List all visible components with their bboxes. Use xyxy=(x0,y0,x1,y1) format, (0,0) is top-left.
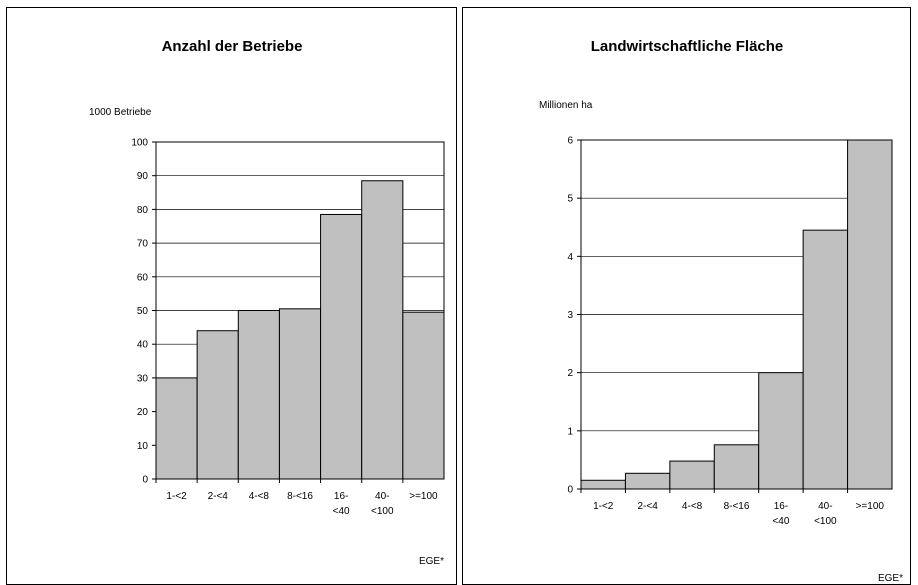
bar xyxy=(669,460,715,490)
bar xyxy=(402,311,445,480)
x-tick-label: 8-<16 xyxy=(724,501,750,512)
y-tick-label: 3 xyxy=(567,310,573,321)
y-tick-label: 10 xyxy=(137,441,149,452)
y-tick-label: 70 xyxy=(137,239,149,250)
bar xyxy=(361,180,404,480)
bar xyxy=(237,310,280,480)
y-tick-label: 100 xyxy=(131,138,148,149)
x-tick-label: 40- xyxy=(375,491,389,502)
x-axis-label: EGE* xyxy=(878,573,903,584)
x-tick-label: >=100 xyxy=(856,501,885,512)
y-tick-label: 4 xyxy=(567,252,573,263)
y-tick-label: 0 xyxy=(567,485,573,496)
x-tick-label: <100 xyxy=(371,506,394,517)
x-tick-label: 4-<8 xyxy=(249,491,270,502)
plot-frame xyxy=(155,141,445,480)
bar xyxy=(580,479,626,490)
x-tick-label: 4-<8 xyxy=(682,501,703,512)
chart-panel-betriebe: Anzahl der Betriebe 1000 Betriebe EGE* 0… xyxy=(6,7,457,585)
x-tick-label: 8-<16 xyxy=(287,491,313,502)
bar xyxy=(624,472,671,490)
bar xyxy=(155,377,198,480)
y-axis-label: Millionen ha xyxy=(539,100,593,111)
x-tick-label: 16- xyxy=(334,491,348,502)
x-axis-label: EGE* xyxy=(419,556,444,567)
bar xyxy=(758,372,804,490)
y-tick-label: 20 xyxy=(137,407,149,418)
bar xyxy=(847,139,893,490)
y-axis-label: 1000 Betriebe xyxy=(89,107,152,118)
x-tick-label: 1-<2 xyxy=(166,491,187,502)
y-tick-label: 6 xyxy=(567,136,573,147)
chart-betriebe-svg: Anzahl der Betriebe 1000 Betriebe EGE* 0… xyxy=(89,38,445,567)
chart-flaeche-svg: Landwirtschaftliche Fläche Millionen ha … xyxy=(539,38,903,584)
chart-panel-flaeche: Landwirtschaftliche Fläche Millionen ha … xyxy=(462,7,911,585)
x-tick-label: 2-<4 xyxy=(637,501,658,512)
chart-title: Landwirtschaftliche Fläche xyxy=(591,38,784,55)
x-tick-label: <100 xyxy=(814,516,837,527)
y-tick-label: 2 xyxy=(567,368,573,379)
bar xyxy=(196,330,239,480)
y-tick-label: 50 xyxy=(137,306,149,317)
bar xyxy=(278,308,322,480)
chart-title: Anzahl der Betriebe xyxy=(162,38,303,55)
plot-frame xyxy=(580,139,893,490)
y-tick-label: 0 xyxy=(142,475,148,486)
x-tick-label: <40 xyxy=(333,506,350,517)
y-tick-label: 90 xyxy=(137,171,149,182)
y-tick-label: 5 xyxy=(567,194,573,205)
x-tick-label: 2-<4 xyxy=(208,491,229,502)
y-tick-label: 40 xyxy=(137,340,149,351)
y-tick-label: 80 xyxy=(137,205,149,216)
x-tick-label: 16- xyxy=(774,501,788,512)
x-tick-label: >=100 xyxy=(409,491,438,502)
plot-area: 0 10 20 30 40 50 60 70 80 90 100 1-<2 2-<4 4-<8 8-<16 1… xyxy=(131,138,445,517)
x-tick-label: 40- xyxy=(818,501,832,512)
bar xyxy=(320,213,363,480)
y-tick-label: 30 xyxy=(137,373,149,384)
x-tick-label: 1-<2 xyxy=(593,501,614,512)
y-tick-label: 1 xyxy=(567,426,573,437)
x-tick-label: <40 xyxy=(772,516,789,527)
bar xyxy=(713,444,760,490)
y-tick-label: 60 xyxy=(137,272,149,283)
bar xyxy=(802,229,849,490)
plot-area: 0 1 2 3 4 5 6 1-<2 2-<4 4-<8 8-<16 16- <40 40- <100 >=1… xyxy=(567,136,893,527)
